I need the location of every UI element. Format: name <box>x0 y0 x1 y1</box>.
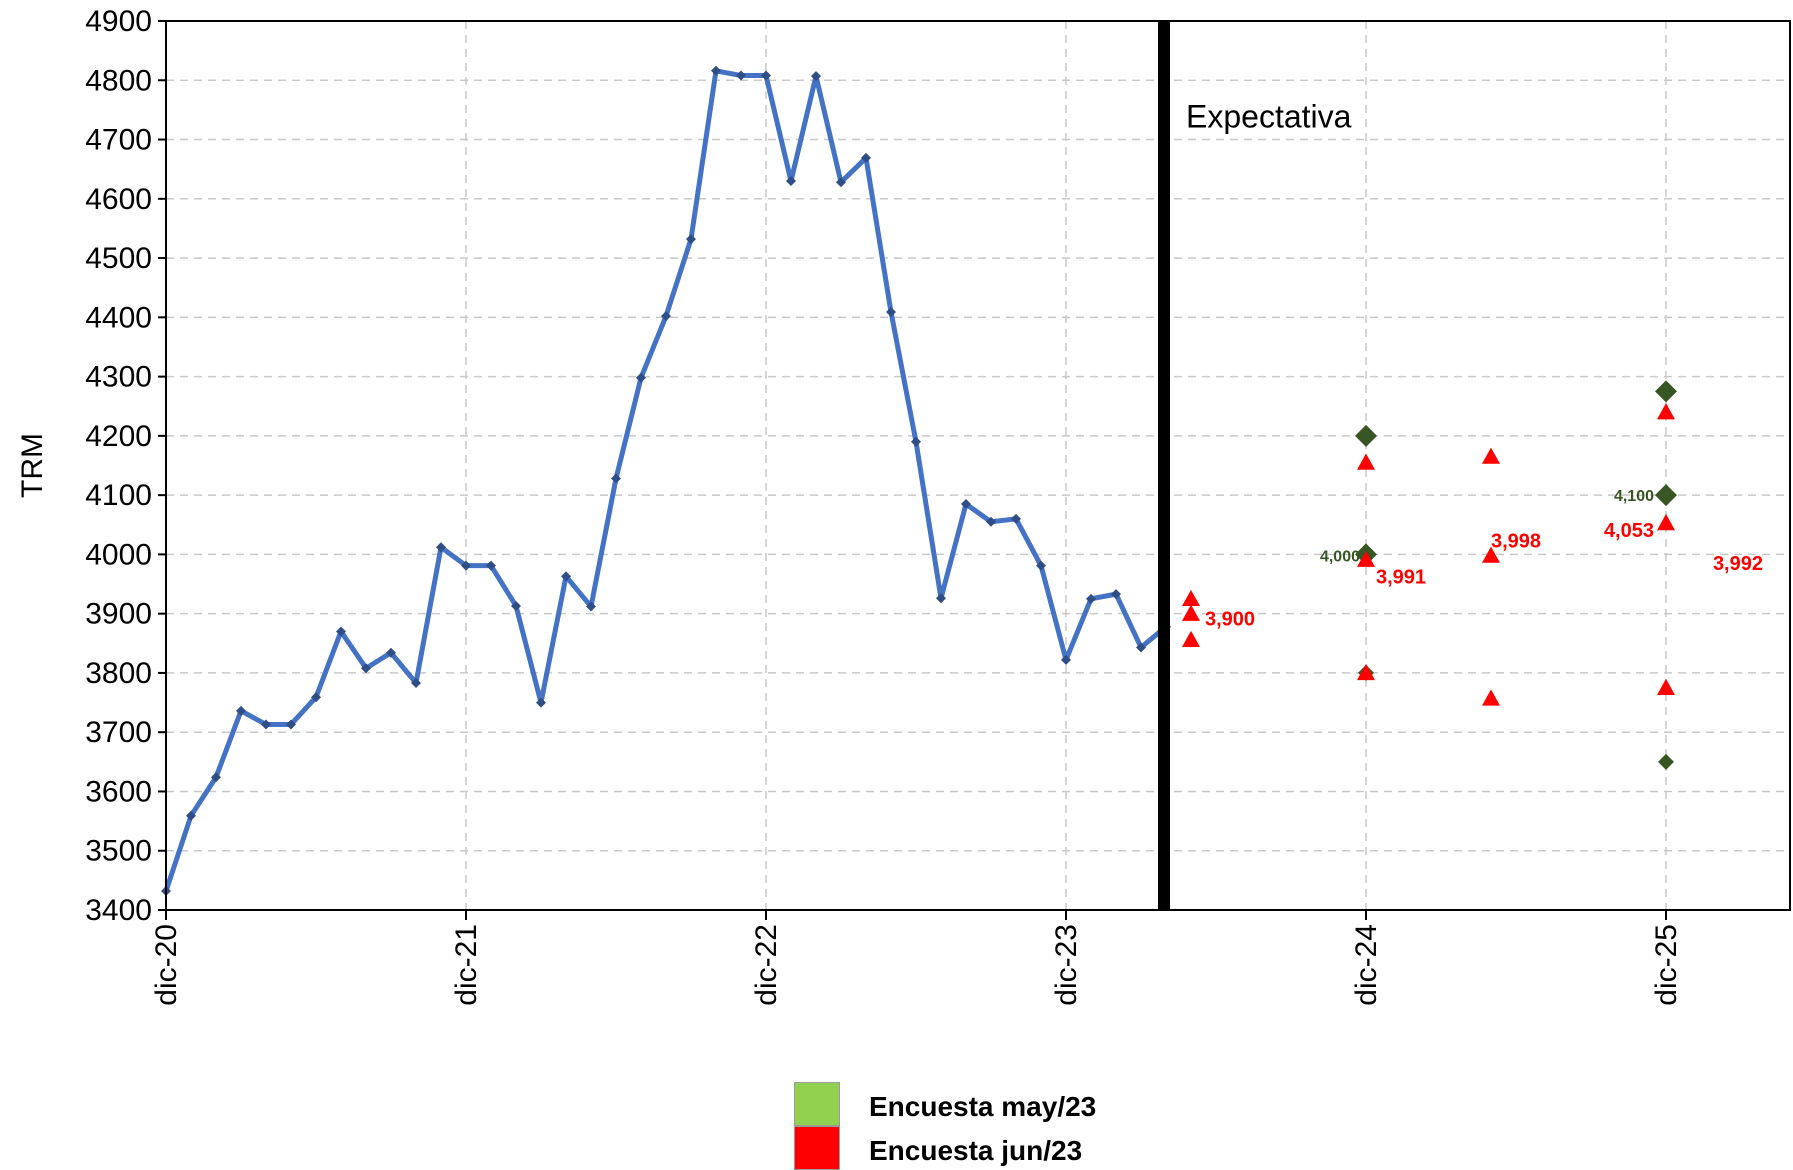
legend-label-may: Encuesta may/23 <box>869 1091 1097 1122</box>
y-tick-label: 3400 <box>85 894 152 927</box>
may-survey-point <box>1658 753 1674 770</box>
jun-survey-point <box>1482 689 1500 706</box>
trm-history-point <box>561 571 571 582</box>
trm-history-point <box>261 719 271 730</box>
trm-history-point <box>411 678 421 689</box>
trm-history-point <box>511 600 521 611</box>
trm-history-point <box>636 372 646 383</box>
jun-survey-point <box>1657 513 1675 531</box>
trm-history-point <box>461 560 471 571</box>
data-label: 3,992 <box>1713 553 1763 575</box>
trm-history-point <box>586 601 596 612</box>
y-tick-label: 4400 <box>85 301 152 334</box>
may-survey-point <box>1655 484 1677 507</box>
trm-history-point <box>861 152 871 163</box>
expectativa-annotation: Expectativa <box>1186 99 1352 135</box>
y-tick-label: 4800 <box>85 64 152 97</box>
y-tick-label: 4300 <box>85 361 152 394</box>
trm-history-point <box>1086 593 1096 604</box>
legend-swatch-may <box>794 1082 840 1126</box>
series-layer <box>161 65 1171 897</box>
jun-survey-point <box>1357 663 1375 681</box>
jun-survey-point <box>1482 447 1500 464</box>
data-label: 4,053 <box>1604 520 1654 542</box>
trm-history-point <box>786 176 796 187</box>
trm-history-point <box>611 473 621 484</box>
x-tick-label: dic-23 <box>1050 924 1083 1006</box>
trm-history-point <box>911 436 921 447</box>
trm-history-point <box>761 70 771 81</box>
x-tick-labels: dic-20 dic-21 dic-22 dic-23 dic-24 dic-25 <box>150 924 1683 1006</box>
x-tick-label: dic-25 <box>1650 924 1683 1006</box>
trm-history-point <box>686 234 696 245</box>
trm-history-point <box>1061 654 1071 665</box>
trm-history-point <box>1036 560 1046 571</box>
y-tick-labels: 3400 3500 3600 3700 3800 3900 4000 4100 4200 4300… <box>85 5 166 927</box>
data-label: 4,100 <box>1614 488 1654 505</box>
jun-survey-point <box>1357 453 1375 470</box>
data-label: 3,991 <box>1376 567 1426 589</box>
trm-history-point <box>236 705 246 716</box>
trm-history-point <box>211 772 221 783</box>
jun-survey-point <box>1182 630 1200 647</box>
y-tick-label: 4900 <box>85 5 152 38</box>
data-label: 3,998 <box>1491 531 1541 553</box>
x-tick-label: dic-20 <box>150 924 183 1006</box>
y-tick-label: 3800 <box>85 657 152 690</box>
y-tick-label: 3900 <box>85 598 152 631</box>
trm-history-point <box>536 697 546 708</box>
trm-history-point <box>1011 513 1021 524</box>
data-labels: 3,900 4,000 3,991 3,998 4,100 4,053 3,992 <box>1205 488 1763 631</box>
trm-history-point <box>936 593 946 604</box>
trm-history-point <box>361 663 371 674</box>
data-label: 4,000 <box>1320 548 1360 565</box>
jun-survey-point <box>1657 678 1675 695</box>
trm-history-point <box>661 311 671 322</box>
may-survey-point <box>1655 380 1677 403</box>
gridlines <box>165 21 1790 920</box>
y-tick-label: 4500 <box>85 242 152 275</box>
trm-history-point <box>336 626 346 637</box>
jun-survey-point <box>1482 546 1500 563</box>
y-tick-label: 4200 <box>85 420 152 453</box>
y-tick-label: 3500 <box>85 835 152 868</box>
trm-history-point <box>711 65 721 76</box>
x-tick-label: dic-24 <box>1350 924 1383 1006</box>
trm-history-point <box>436 542 446 553</box>
y-tick-label: 4700 <box>85 124 152 157</box>
legend-label-jun: Encuesta jun/23 <box>869 1135 1083 1166</box>
x-tick-label: dic-22 <box>750 924 783 1006</box>
may-survey-point <box>1355 424 1377 447</box>
y-tick-label: 4100 <box>85 479 152 512</box>
jun-survey-point <box>1357 550 1375 567</box>
y-tick-label: 4000 <box>85 538 152 571</box>
trm-history-point <box>811 71 821 82</box>
jun-survey-point <box>1657 403 1675 420</box>
jun-survey-point <box>1182 604 1200 621</box>
trm-history-point <box>961 499 971 510</box>
trm-history-point <box>286 719 296 730</box>
trm-history-point <box>311 692 321 703</box>
trm-history-point <box>1136 642 1146 653</box>
survey-markers <box>1182 380 1677 770</box>
y-tick-label: 4600 <box>85 183 152 216</box>
trm-history-line <box>163 68 1168 892</box>
y-tick-label: 3600 <box>85 775 152 808</box>
trm-history-point <box>386 647 396 658</box>
jun-survey-point <box>1182 589 1200 607</box>
legend-swatch-jun <box>794 1126 840 1170</box>
data-label: 3,900 <box>1205 609 1255 631</box>
plot-frame <box>165 20 1791 911</box>
trm-history-point <box>186 810 196 821</box>
x-tick-label: dic-21 <box>450 924 483 1006</box>
trm-history-point <box>1111 589 1121 600</box>
trm-history-point <box>886 306 896 317</box>
y-axis-label: TRM <box>16 433 49 498</box>
trm-history-point <box>836 177 846 188</box>
trm-history-point <box>486 560 496 571</box>
trm-history-point <box>736 70 746 81</box>
trm-history-point <box>986 516 996 527</box>
y-tick-label: 3700 <box>85 716 152 749</box>
